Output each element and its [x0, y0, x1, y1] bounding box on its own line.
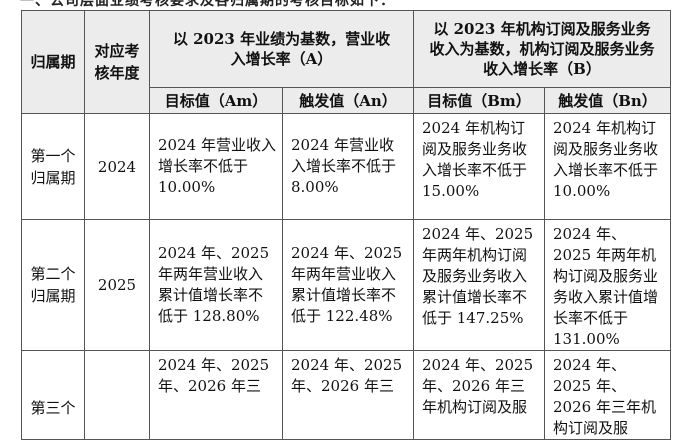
cut-off-heading: 一、公司层面业绩考核要求及各归属期的考核目标如下： [20, 0, 395, 8]
header-group-b: 以 2023 年机构订阅及服务业务收入为基数，机构订阅及服务业务收入增长率（B） [413, 10, 671, 88]
header-group-a: 以 2023 年业绩为基数，营业收入增长率（A） [149, 10, 414, 88]
performance-target-table: 归属期 对应考核年度 以 2023 年业绩为基数，营业收入增长率（A） 以 20… [21, 10, 671, 440]
header-an: 触发值（An） [282, 87, 414, 114]
bm-cell: 2024 年、2025 年两年机构订阅及服务业务收入累计值增长率不低于 147.… [413, 219, 545, 351]
bn-cell: 2024 年、2025 年两年机构订阅及服务业务收入累计值增长率不低于 131.… [544, 219, 671, 351]
header-bn: 触发值（Bn） [544, 87, 671, 114]
header-am: 目标值（Am） [149, 87, 283, 114]
period-cell: 第三个 [21, 350, 85, 440]
table-row: 第三个 2024 年、2025 年、2026 年三 2024 年、2025 年、… [21, 350, 671, 440]
year-cell: 2024 [84, 113, 150, 220]
period-cell: 第二个归属期 [21, 219, 85, 351]
am-cell: 2024 年、2025 年两年营业收入累计值增长率不低于 128.80% [149, 219, 283, 351]
bm-cell: 2024 年机构订阅及服务业务收入增长率不低于 15.00% [413, 113, 545, 220]
table-row: 第二个归属期 2025 2024 年、2025 年两年营业收入累计值增长率不低于… [21, 219, 671, 351]
year-cell: 2025 [84, 219, 150, 351]
bn-cell: 2024 年、2025 年、2026 年三年机构订阅及服 [544, 350, 671, 440]
period-cell: 第一个归属期 [21, 113, 85, 220]
am-cell: 2024 年、2025 年、2026 年三 [149, 350, 283, 440]
header-year: 对应考核年度 [84, 10, 150, 114]
an-cell: 2024 年营业收入增长率不低于 8.00% [282, 113, 414, 220]
bn-cell: 2024 年机构订阅及服务业务收入增长率不低于 10.00% [544, 113, 671, 220]
an-cell: 2024 年、2025 年、2026 年三 [282, 350, 414, 440]
bm-cell: 2024 年、2025 年、2026 年三年机构订阅及服 [413, 350, 545, 440]
am-cell: 2024 年营业收入增长率不低于 10.00% [149, 113, 283, 220]
an-cell: 2024 年、2025 年两年营业收入累计值增长率不低于 122.48% [282, 219, 414, 351]
header-bm: 目标值（Bm） [413, 87, 545, 114]
header-period: 归属期 [21, 10, 85, 114]
table-row: 第一个归属期 2024 2024 年营业收入增长率不低于 10.00% 2024… [21, 113, 671, 220]
year-cell [84, 350, 150, 440]
